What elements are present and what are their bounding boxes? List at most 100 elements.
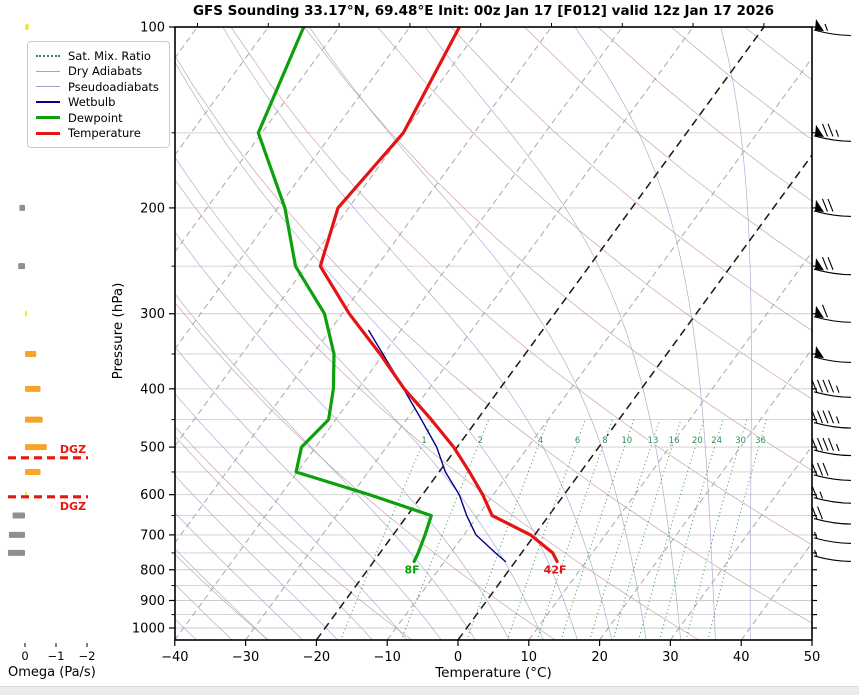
pseudoadiabat-line: [175, 548, 269, 640]
pseudoadiabat-line: [175, 393, 408, 640]
dry-adiabat-line: [524, 27, 812, 266]
dry-adiabat-line: [377, 27, 812, 400]
y-tick-label: 700: [140, 528, 165, 543]
y-tick-label: 900: [140, 594, 165, 609]
dgz-label: DGZ: [60, 500, 86, 513]
isotherm-line: [599, 348, 812, 640]
isotherm-line: [175, 27, 552, 544]
surface-value-label: 42F: [544, 563, 567, 576]
mixing-ratio-label: 8: [602, 436, 607, 446]
mixing-ratio-line: [612, 419, 682, 640]
y-axis-label: Pressure (hPa): [110, 282, 126, 380]
x-tick-label: −40: [161, 650, 188, 665]
mixing-ratio-label: 30: [735, 436, 746, 446]
omega-bar: [12, 512, 25, 519]
wind-barb: [811, 485, 852, 504]
isotherm-line: [175, 27, 411, 350]
x-tick-label: 40: [733, 650, 750, 665]
mixing-ratio-line: [659, 419, 724, 640]
y-tick-label: 100: [140, 21, 165, 36]
omega-bar: [25, 444, 47, 451]
wind-barb: [813, 345, 852, 364]
legend-label: Wetbulb: [68, 95, 116, 110]
pseudoadiabat-line: [175, 346, 442, 640]
mixing-ratio-label: 2: [478, 436, 483, 446]
mixing-ratio-label: 16: [669, 436, 680, 446]
omega-tick-label: −1: [48, 649, 65, 663]
wind-barb: [813, 549, 852, 562]
mixing-ratio-label: 36: [755, 436, 766, 446]
omega-bar: [7, 549, 25, 556]
omega-tick-label: 0: [21, 649, 28, 663]
pseudoadiabat-line: [175, 293, 476, 640]
pseudoadiabat-line: [175, 231, 510, 640]
omega-bar: [25, 416, 43, 423]
mixing-ratio-label: 10: [621, 436, 632, 446]
mixing-ratio-line: [340, 419, 434, 640]
x-tick-label: 0: [454, 650, 462, 665]
legend: Sat. Mix. Ratio Dry Adiabats Pseudoadiab…: [27, 41, 170, 148]
mixing-ratio-line: [589, 419, 661, 640]
dewpoint-line-icon: [36, 116, 60, 120]
legend-item-temperature: Temperature: [36, 126, 159, 142]
mixing-ratio-label: 13: [648, 436, 659, 446]
y-tick-label: 600: [140, 488, 165, 503]
mixing-ratio-label: 1: [421, 436, 426, 446]
omega-bar: [25, 24, 29, 30]
legend-label: Dewpoint: [68, 110, 123, 125]
wind-barb: [811, 410, 852, 429]
legend-label: Sat. Mix. Ratio: [68, 48, 151, 63]
pseudoadiabat-line: [424, 27, 682, 640]
dry-adiabat-line: [450, 27, 812, 331]
mixing-ratio-line: [400, 419, 490, 640]
isotherm-line: [669, 445, 812, 640]
pseudoadiabat-line: [574, 27, 716, 640]
y-tick-label: 200: [140, 201, 165, 216]
dry-adiabat-line: [175, 55, 812, 624]
legend-label: Temperature: [68, 126, 141, 141]
dry-adiabat-line: [597, 27, 812, 202]
x-axis-label: Temperature (°C): [435, 665, 552, 681]
mixing-ratio-line: [466, 419, 549, 640]
pseudoadiabat-line: [309, 27, 647, 640]
omega-bar: [25, 310, 27, 317]
bottom-strip: [0, 686, 859, 695]
wetbulb-line-icon: [36, 101, 60, 104]
dry-adiabat-line: [818, 27, 859, 641]
pseudoadiabat-line: [175, 435, 373, 640]
isotherm-line: [740, 542, 812, 640]
dry-adiabat-line: [175, 179, 700, 640]
legend-item-pseudoadiabats: Pseudoadiabats: [36, 79, 159, 95]
dry-adiabat-line: [175, 553, 269, 640]
omega-bar: [19, 204, 25, 211]
isotherm-line: [175, 27, 623, 640]
temperature-line-icon: [36, 131, 60, 135]
isotherm-line: [175, 27, 269, 156]
pseudoadiabat-line-icon: [36, 86, 60, 88]
legend-item-wetbulb: Wetbulb: [36, 95, 159, 111]
dry-adiabat-line: [175, 301, 556, 640]
dry-adiabat-line: [303, 27, 812, 471]
chart-title: GFS Sounding 33.17°N, 69.48°E Init: 00z …: [192, 3, 775, 19]
wind-barb: [813, 304, 852, 323]
legend-label: Pseudoadiabats: [68, 79, 159, 94]
wind-barb: [813, 531, 852, 544]
dry-adiabat-line: [175, 426, 413, 640]
legend-item-dry-adiabats: Dry Adiabats: [36, 64, 159, 80]
isotherm-line: [245, 27, 694, 640]
omega-axis-label: Omega (Pa/s): [8, 665, 96, 680]
dewpoint-profile-line: [256, 27, 433, 564]
isotherm-line: [175, 27, 340, 253]
isotherm-line: [386, 57, 812, 640]
pseudoadiabat-line: [222, 27, 613, 640]
mixing-ratio-line: [536, 419, 613, 640]
y-tick-label: 800: [140, 563, 165, 578]
omega-bar: [8, 531, 25, 538]
x-tick-label: 20: [591, 650, 608, 665]
pseudoadiabat-line: [175, 583, 233, 640]
mixing-ratio-label: 4: [538, 436, 543, 446]
omega-tick-label: −2: [79, 649, 96, 663]
